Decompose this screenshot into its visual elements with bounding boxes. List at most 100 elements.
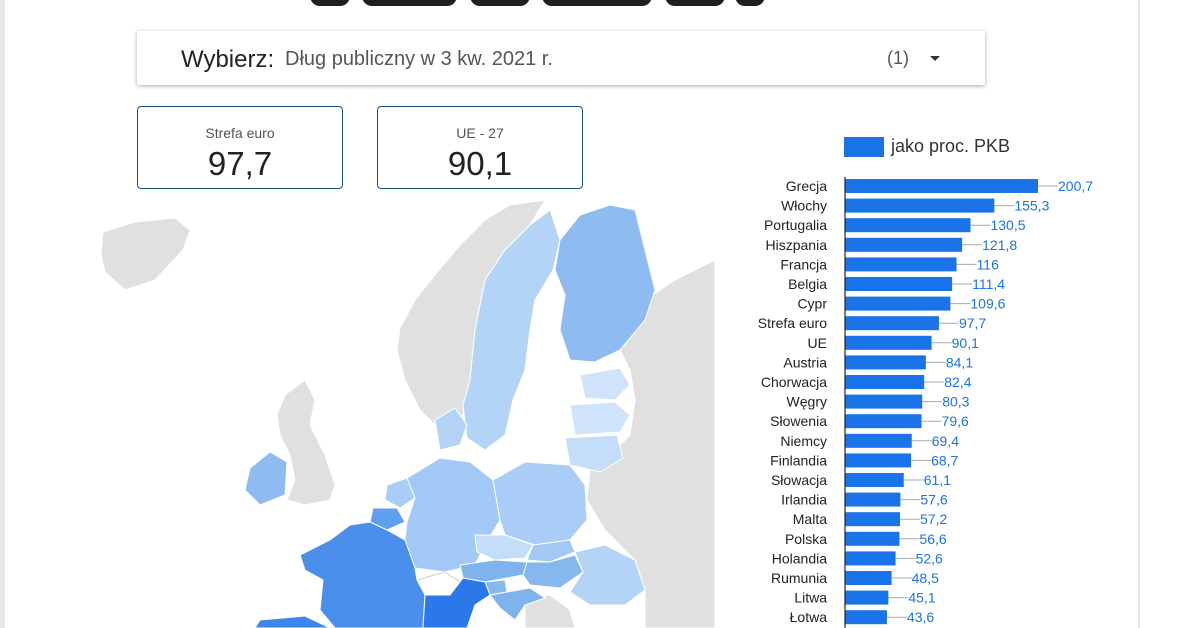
value-label: 45,1 [908,590,935,606]
bar[interactable] [845,414,922,429]
value-label: 52,6 [916,550,943,566]
bar[interactable] [845,257,957,272]
map-country-ireland[interactable] [244,451,288,506]
category-label: Rumunia [771,570,827,586]
kpi-card-eu27: UE - 27 90,1 [377,106,583,189]
kpi-label: UE - 27 [456,125,504,141]
value-label: 130,5 [990,217,1025,233]
category-label: Strefa euro [758,315,827,331]
bar[interactable] [845,590,889,605]
value-label: 56,6 [919,531,946,547]
map-country-romania[interactable] [569,544,646,606]
map-country-italy[interactable] [422,577,491,628]
right-frame-edge [1138,0,1140,628]
bar[interactable] [845,237,963,252]
bar[interactable] [845,453,912,468]
map-country-latvia[interactable] [569,401,631,436]
value-label: 69,4 [932,433,959,449]
bar[interactable] [845,433,912,448]
bar[interactable] [845,355,926,370]
selector-count: (1) [887,48,909,68]
map-land-east [586,259,715,628]
category-label: Niemcy [780,433,827,449]
value-label: 111,4 [972,276,1005,292]
category-label: Hiszpania [766,237,828,253]
category-label: Litwa [794,590,827,606]
category-label: Malta [793,511,827,527]
map-country-hungary[interactable] [522,554,584,589]
bar[interactable] [845,394,923,409]
bar[interactable] [845,198,995,213]
value-label: 82,4 [944,374,971,390]
selector-value: Dług publiczny w 3 kw. 2021 r. [285,48,553,70]
selector-label: Wybierz: [181,46,275,73]
bar-chart-svg: Grecja 200,7 Włochy 155,3 Portugalia 130,5 His… [758,177,1093,628]
kpi-label: Strefa euro [205,125,275,141]
category-label: Francja [780,256,827,272]
bar[interactable] [845,610,887,625]
bar[interactable] [845,551,896,566]
value-label: 84,1 [946,354,973,370]
kpi-value: 97,7 [207,145,273,182]
map-svg [100,200,715,628]
map-country-lithuania[interactable] [564,434,624,473]
map-country-netherlands[interactable] [384,477,416,509]
bar[interactable] [845,512,901,527]
map-country-austria[interactable] [459,559,528,583]
kpi-card-euro-area: Strefa euro 97,7 [137,106,343,189]
category-label: Łotwa [790,609,828,625]
value-label: 57,6 [920,492,947,508]
value-label: 68,7 [931,452,958,468]
value-label: 97,7 [959,315,986,331]
bar[interactable] [845,218,971,233]
category-label: Belgia [788,276,827,292]
map-country-poland[interactable] [492,461,588,546]
map-country-denmark[interactable] [434,407,468,451]
category-label: Irlandia [781,492,827,508]
value-label: 116 [977,256,1000,272]
map-country-czechia[interactable] [474,534,534,561]
bar[interactable] [845,277,953,291]
map-country-slovakia[interactable] [526,539,576,563]
choropleth-map[interactable] [5,200,715,628]
value-label: 121,8 [982,237,1017,253]
category-label: Słowenia [770,413,827,429]
category-label: Chorwacja [761,374,827,390]
bar-chart: Grecja 200,7 Włochy 155,3 Portugalia 130,5 His… [720,170,1140,628]
category-label: Węgry [787,394,827,410]
value-label: 57,2 [920,511,947,527]
data-selector-dropdown[interactable]: Wybierz: Dług publiczny w 3 kw. 2021 r. … [137,31,985,85]
chevron-down-icon[interactable] [930,56,940,61]
map-land-uk [276,379,336,506]
bar[interactable] [845,375,925,389]
map-country-belgium[interactable] [369,507,406,531]
category-label: Słowacja [771,472,827,488]
bar[interactable] [845,335,932,350]
bar[interactable] [845,296,951,311]
map-country-estonia[interactable] [579,367,631,401]
category-label: Polska [785,531,827,547]
bar[interactable] [845,473,904,487]
map-country-spain[interactable] [254,615,331,628]
legend-swatch [844,136,884,157]
category-label: Austria [783,354,827,370]
bar[interactable] [845,492,901,507]
bar[interactable] [845,571,892,585]
bar[interactable] [845,531,900,546]
legend-label: jako proc. PKB [891,136,1011,156]
kpi-value: 90,1 [447,145,513,182]
map-country-croatia[interactable] [489,587,547,621]
map-country-finland[interactable] [554,204,656,363]
value-label: 43,6 [907,609,934,625]
category-label: Portugalia [764,217,827,233]
value-label: 200,7 [1058,178,1093,194]
category-label: Grecja [786,178,827,194]
value-label: 155,3 [1014,198,1049,214]
bar[interactable] [845,179,1038,193]
bar[interactable] [845,316,939,331]
map-land-iceland [100,217,191,291]
category-label: Włochy [781,198,827,214]
map-country-france[interactable] [299,521,426,628]
category-label: Holandia [772,550,827,566]
map-land-balkans [524,594,576,628]
